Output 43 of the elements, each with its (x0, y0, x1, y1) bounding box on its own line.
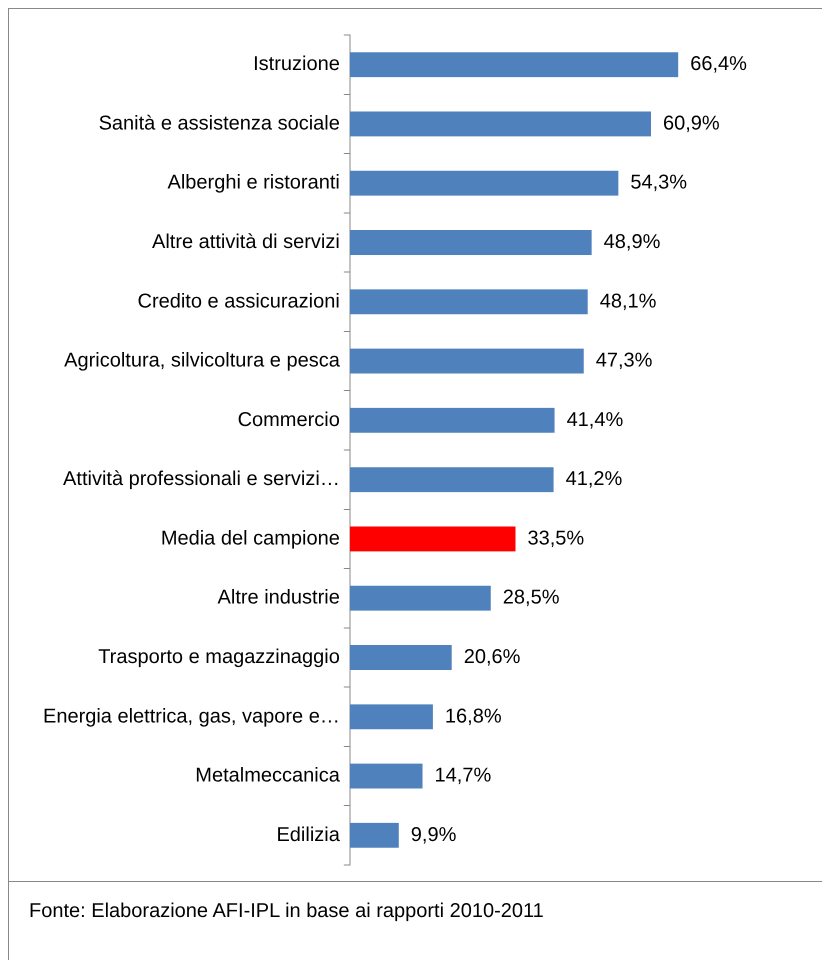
y-tick-label: Metalmeccanica (195, 764, 341, 787)
data-label: 16,8% (444, 705, 502, 728)
y-tick-label: Edilizia (276, 824, 341, 846)
source-note: Fonte: Elaborazione AFI-IPL in base ai rapporti 2010-2011 (29, 900, 545, 923)
bar (350, 230, 592, 255)
bar (350, 822, 399, 848)
bar (350, 289, 588, 314)
y-tick-label: Commercio (238, 408, 340, 431)
data-label: 47,3% (596, 350, 653, 372)
bar (350, 52, 678, 78)
data-label: 66,4% (690, 53, 748, 76)
bar (350, 170, 618, 196)
y-tick-label: Attività professionali e servizi… (63, 468, 340, 490)
y-tick-label: Credito e assicurazioni (138, 290, 340, 312)
data-label: 33,5% (527, 527, 584, 550)
y-tick-label: Sanità e assistenza sociale (98, 112, 340, 134)
data-label: 48,1% (600, 290, 657, 312)
bar (350, 526, 516, 552)
y-tick-label: Trasporto e magazzinaggio (98, 646, 340, 668)
y-tick-label: Altre industrie (218, 586, 340, 609)
bar (350, 645, 452, 670)
y-tick-label: Agricoltura, silvicoltura e pesca (64, 350, 341, 372)
y-tick-label: Istruzione (253, 53, 340, 76)
data-label: 54,3% (630, 172, 688, 194)
data-label: 28,5% (502, 586, 560, 609)
data-label: 48,9% (604, 231, 661, 254)
bar (350, 704, 433, 730)
bar (350, 408, 555, 433)
data-label: 20,6% (464, 646, 521, 668)
bar (350, 467, 554, 492)
bar (350, 586, 491, 611)
data-label: 14,7% (434, 764, 492, 787)
bar (350, 111, 651, 136)
y-tick-label: Alberghi e ristoranti (168, 172, 340, 194)
data-label: 41,4% (566, 408, 624, 431)
y-tick-label: Energia elettrica, gas, vapore e… (43, 705, 340, 728)
y-tick-label: Altre attività di servizi (152, 231, 340, 254)
data-label: 9,9% (410, 824, 457, 846)
bar (350, 764, 423, 789)
data-label: 41,2% (566, 468, 622, 490)
bar (350, 348, 584, 374)
y-tick-label: Media del campione (160, 527, 340, 550)
data-label: 60,9% (662, 112, 720, 134)
